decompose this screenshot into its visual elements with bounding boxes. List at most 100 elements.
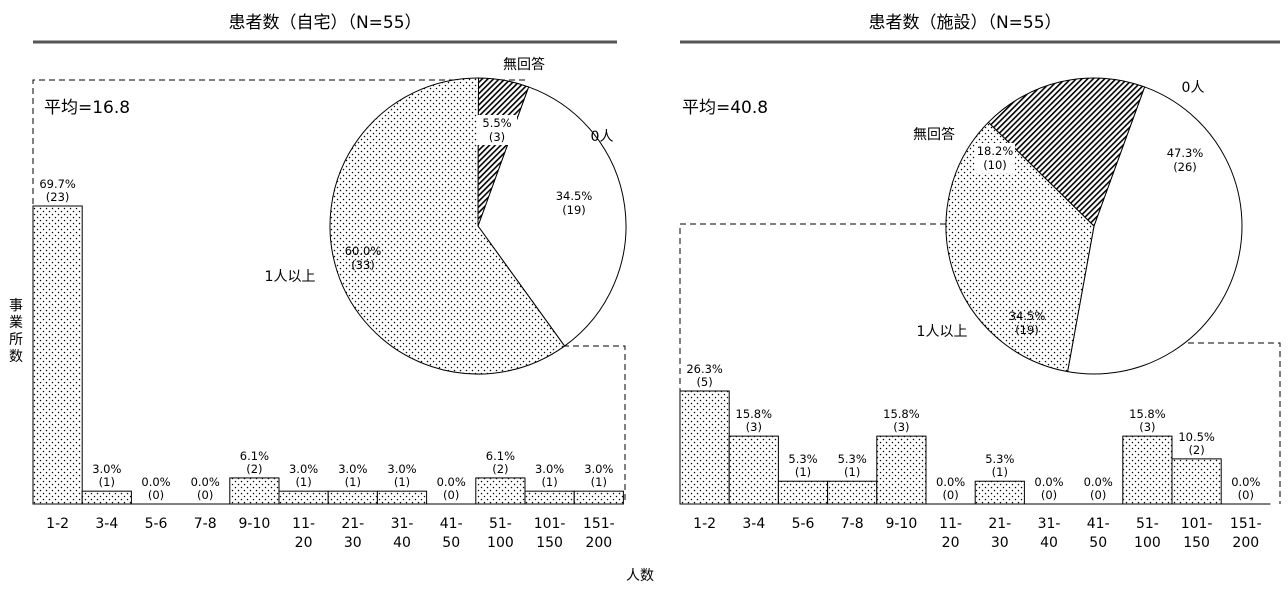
bar-pct-label: 5.3%	[985, 452, 1014, 466]
y-axis-label-char: 事	[9, 298, 23, 314]
bar	[376, 490, 428, 505]
bar-count-label: (0)	[197, 488, 213, 502]
bar	[1171, 458, 1222, 505]
pie-label-background	[477, 115, 517, 145]
pie-slice	[477, 86, 627, 347]
bar-pct-label: 15.8%	[1129, 407, 1166, 421]
bar-pct-label: 3.0%	[584, 462, 613, 476]
x-axis-label: 人数	[626, 568, 654, 584]
category-label: 151-	[583, 516, 615, 532]
pie-pct-label: 34.5%	[1009, 309, 1046, 323]
bar-pct-label: 26.3%	[686, 362, 723, 376]
pie-label-background	[975, 143, 1015, 173]
pie-slice	[987, 77, 1146, 227]
bar-pct-label: 15.8%	[883, 407, 920, 421]
pie-pct-label: 34.5%	[556, 189, 593, 203]
pie-category-label: 無回答	[503, 56, 545, 73]
bar-count-label: (1)	[541, 475, 557, 489]
chart-title: 患者数（施設）（N=55）	[868, 13, 1061, 33]
y-axis-label-char: 業	[9, 315, 23, 331]
bar	[475, 477, 526, 505]
category-label: 50	[442, 535, 460, 551]
category-label: 21-	[988, 516, 1011, 532]
category-label: 7-8	[194, 516, 217, 532]
bar-count-label: (0)	[1238, 488, 1254, 502]
pie-count-label: (26)	[1173, 160, 1197, 174]
category-label: 1-2	[693, 516, 716, 532]
category-label: 101-	[1181, 516, 1213, 532]
bar	[728, 435, 779, 505]
bar-pct-label: 6.1%	[240, 449, 269, 463]
bar	[32, 205, 83, 505]
bar-pct-label: 0.0%	[191, 475, 220, 489]
bar-pct-label: 0.0%	[437, 475, 466, 489]
bar-count-label: (3)	[1139, 420, 1155, 434]
bar-count-label: (1)	[992, 465, 1008, 479]
category-label: 1-2	[46, 516, 69, 532]
category-label: 51-	[1136, 516, 1159, 532]
category-label: 20	[295, 535, 313, 551]
bar-count-label: (1)	[591, 475, 607, 489]
pie-count-label: (19)	[1015, 323, 1039, 337]
bar-count-label: (3)	[746, 420, 762, 434]
bar	[573, 490, 624, 505]
bar	[229, 477, 280, 505]
category-label: 50	[1089, 535, 1107, 551]
pie-pct-label: 18.2%	[977, 144, 1014, 158]
bar-count-label: (1)	[295, 475, 311, 489]
bar-count-label: (2)	[246, 462, 262, 476]
category-label: 30	[991, 535, 1009, 551]
category-label: 200	[1232, 535, 1259, 551]
pie-pct-label: 47.3%	[1167, 146, 1204, 160]
pie-category-label: 0人	[591, 129, 614, 145]
bar-count-label: (1)	[394, 475, 410, 489]
bar-count-label: (0)	[148, 488, 164, 502]
category-label: 5-6	[792, 516, 815, 532]
bar	[278, 490, 329, 505]
connector-line	[1178, 342, 1281, 504]
bar	[974, 480, 1025, 505]
bar-pct-label: 5.3%	[788, 452, 817, 466]
bar	[876, 435, 927, 505]
bar-pct-label: 0.0%	[1034, 475, 1063, 489]
pie-slice	[1067, 86, 1243, 375]
bar	[777, 480, 829, 505]
category-label: 41-	[1087, 516, 1110, 532]
category-label: 40	[393, 535, 411, 551]
bar-pct-label: 69.7%	[39, 177, 76, 191]
bar-count-label: (0)	[443, 488, 459, 502]
bar-count-label: (0)	[1041, 488, 1057, 502]
y-axis-label-char: 数	[9, 349, 23, 365]
category-label: 101-	[534, 516, 566, 532]
pie-category-label: 無回答	[913, 126, 955, 143]
pie-pct-label: 60.0%	[345, 244, 382, 258]
category-label: 9-10	[886, 516, 918, 532]
bar-pct-label: 3.0%	[387, 462, 416, 476]
category-label: 3-4	[95, 516, 118, 532]
category-label: 31-	[391, 516, 414, 532]
bar-count-label: (0)	[1090, 488, 1106, 502]
category-label: 11-	[292, 516, 315, 532]
category-label: 151-	[1230, 516, 1262, 532]
bar	[679, 390, 730, 505]
category-label: 200	[585, 535, 612, 551]
bar	[327, 490, 378, 505]
bar-pct-label: 0.0%	[1084, 475, 1113, 489]
average-label: 平均=16.8	[44, 98, 130, 118]
bar-count-label: (5)	[696, 375, 712, 389]
category-label: 11-	[939, 516, 962, 532]
category-label: 150	[1183, 535, 1210, 551]
category-label: 20	[942, 535, 960, 551]
bar-count-label: (2)	[1188, 443, 1204, 457]
bar-pct-label: 5.3%	[838, 452, 867, 466]
bar-count-label: (1)	[99, 475, 115, 489]
pie-count-label: (10)	[983, 158, 1007, 172]
category-label: 100	[1134, 535, 1161, 551]
bar	[827, 480, 878, 505]
bar-pct-label: 6.1%	[486, 449, 515, 463]
bar	[1122, 435, 1173, 505]
category-label: 9-10	[239, 516, 271, 532]
